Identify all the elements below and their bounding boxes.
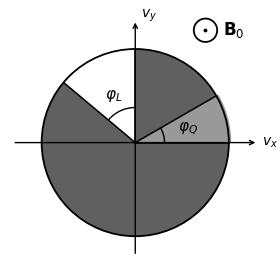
Text: $\varphi_Q$: $\varphi_Q$ (178, 120, 199, 136)
Text: $\varphi_L$: $\varphi_L$ (105, 88, 122, 104)
Wedge shape (42, 49, 229, 236)
Text: $v_x$: $v_x$ (262, 135, 278, 150)
Wedge shape (62, 47, 135, 143)
Text: $\mathbf{B}_0$: $\mathbf{B}_0$ (223, 20, 244, 40)
Text: $v_y$: $v_y$ (141, 8, 157, 24)
Wedge shape (135, 95, 231, 143)
